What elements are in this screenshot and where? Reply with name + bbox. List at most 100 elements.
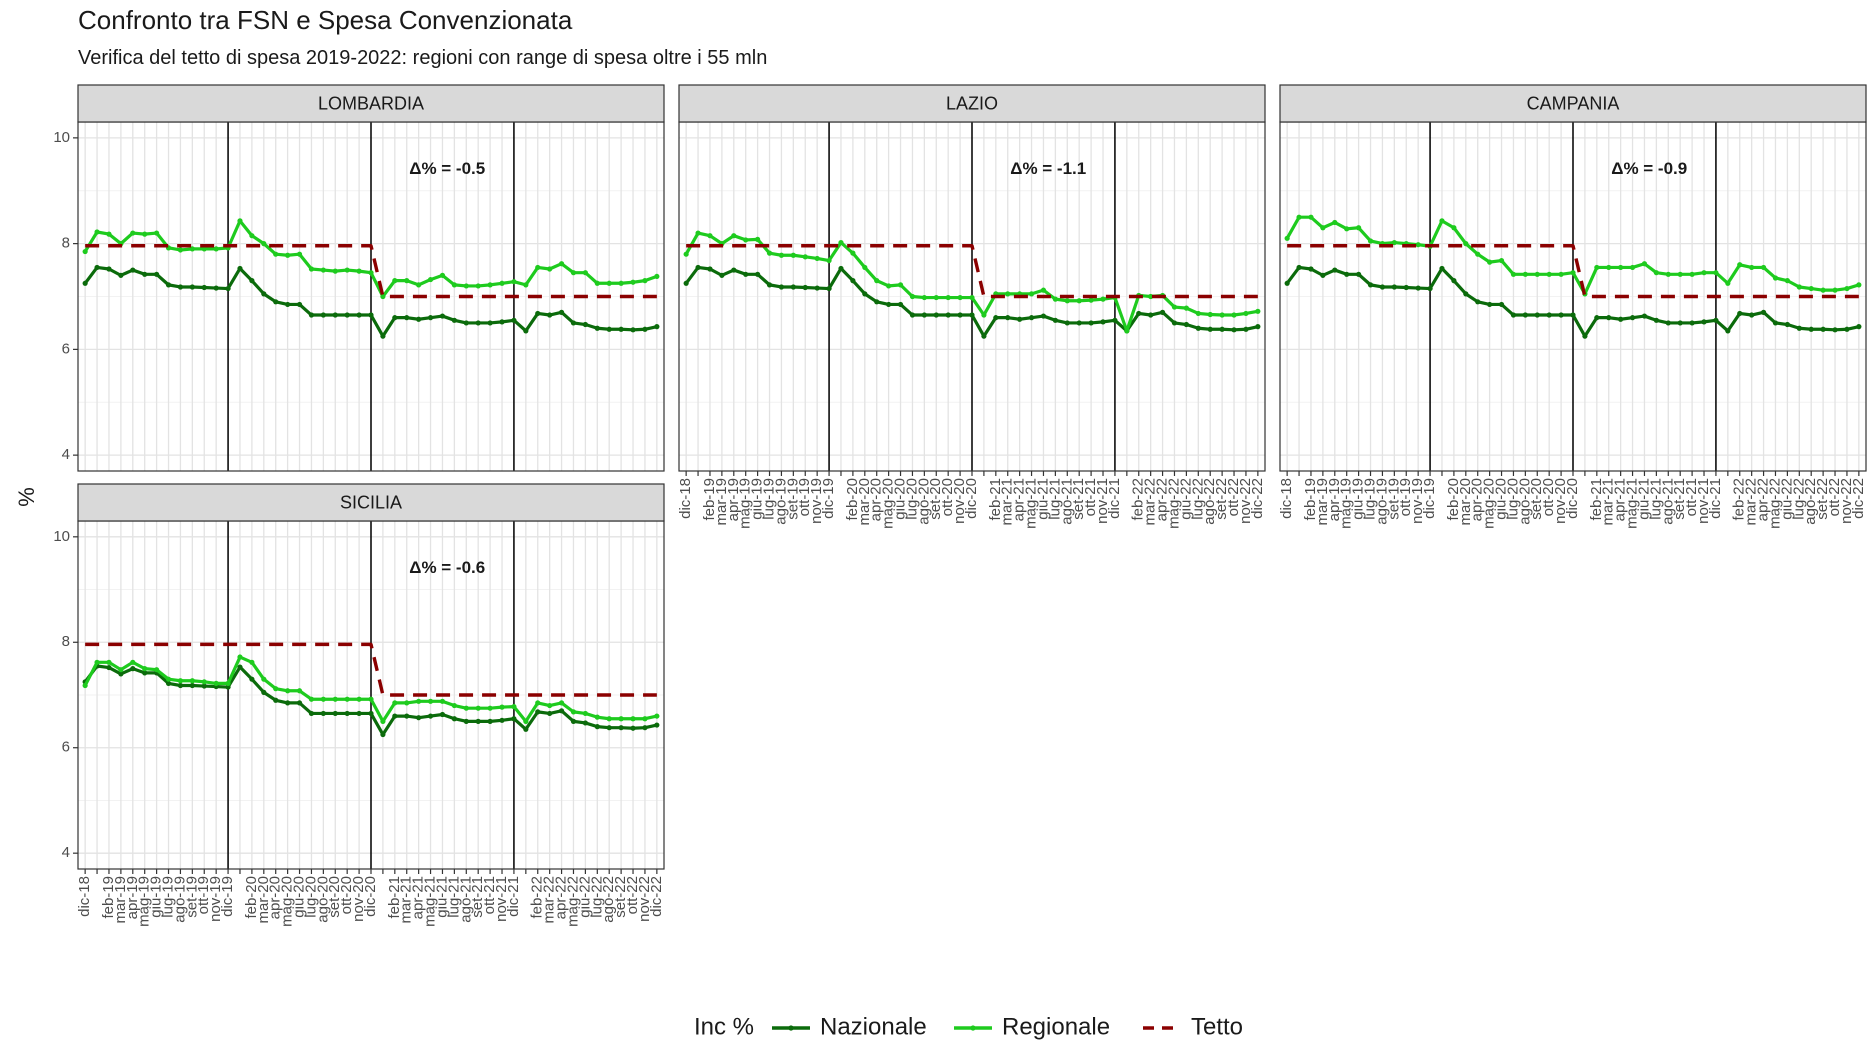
series-point <box>1195 310 1201 317</box>
x-tick-label: feb-20 <box>243 876 260 919</box>
series-point <box>1231 312 1237 318</box>
x-tick-label: mar-19 <box>1314 478 1331 526</box>
series-point <box>177 247 184 253</box>
series-point <box>1052 296 1058 302</box>
series-point <box>570 320 577 326</box>
series-point <box>332 696 338 702</box>
x-tick-label: giu-20 <box>1493 478 1510 520</box>
series-point <box>165 676 172 682</box>
series-point <box>1243 310 1249 317</box>
series-point <box>213 246 219 252</box>
x-tick-label: set-22 <box>1213 478 1230 520</box>
x-tick-label: giu-21 <box>1635 478 1652 520</box>
series-point <box>261 676 267 682</box>
series-point <box>165 282 172 288</box>
x-tick-label: feb-21 <box>1588 478 1605 521</box>
series-point <box>1856 324 1862 330</box>
series-point <box>1100 296 1106 302</box>
x-tick-label: nov-19 <box>808 478 825 524</box>
series-point <box>308 266 315 272</box>
series-point <box>130 267 136 273</box>
series-point <box>225 680 231 687</box>
series-point <box>969 294 975 301</box>
series-point <box>1487 301 1493 308</box>
series-point <box>368 696 374 702</box>
series-point <box>106 231 112 237</box>
x-tick-label: mag-21 <box>1624 478 1641 529</box>
series-point <box>487 320 493 326</box>
series-point <box>802 284 808 291</box>
x-tick-label: feb-19 <box>1302 478 1319 521</box>
series-point <box>1689 271 1695 277</box>
series-point <box>427 276 434 283</box>
series-point <box>439 711 446 718</box>
series-point <box>630 279 636 285</box>
series-point <box>142 670 148 676</box>
series-point <box>201 683 207 689</box>
series-point <box>814 255 820 262</box>
strip-label: LAZIO <box>946 93 998 113</box>
series-point <box>862 291 868 297</box>
y-tick-label: 6 <box>62 340 70 357</box>
x-tick-label: mag-22 <box>1766 478 1783 529</box>
series-point <box>511 704 517 710</box>
series-point <box>82 248 88 255</box>
series-point <box>416 715 422 721</box>
x-tick-label: set-22 <box>1814 478 1831 520</box>
series-point <box>743 271 749 277</box>
series-point <box>1808 285 1814 292</box>
series-point <box>1522 312 1528 318</box>
series-point <box>1677 320 1683 326</box>
x-tick-label: lug-21 <box>445 876 462 918</box>
series-point <box>344 710 350 717</box>
series-point <box>1510 312 1517 318</box>
x-tick-label: nov-20 <box>350 876 367 922</box>
x-tick-label: apr-19 <box>124 876 141 919</box>
series-point <box>1749 312 1755 318</box>
series-point <box>582 321 588 328</box>
x-tick-label: mag-19 <box>737 478 754 529</box>
series-point <box>142 271 148 277</box>
series-point <box>1701 270 1707 276</box>
x-tick-label: apr-19 <box>725 478 742 521</box>
x-tick-label: apr-22 <box>1755 478 1772 521</box>
series-point <box>523 726 529 732</box>
x-tick-label: giu-21 <box>1034 478 1051 520</box>
series-point <box>94 264 100 271</box>
series-point <box>683 280 689 286</box>
series-point <box>1171 320 1178 326</box>
series-point <box>1231 327 1237 333</box>
series-point <box>1088 320 1094 326</box>
series-point <box>1284 235 1290 241</box>
series-point <box>1088 297 1094 303</box>
legend-key-point <box>788 1025 794 1031</box>
x-tick-label: apr-20 <box>868 478 885 521</box>
series-point <box>1618 264 1624 271</box>
series-point <box>719 272 725 278</box>
series-point <box>1159 309 1166 315</box>
series-point <box>1344 226 1350 232</box>
series-point <box>94 659 100 665</box>
series-point <box>165 680 172 687</box>
series-point <box>1510 271 1517 277</box>
series-point <box>130 659 136 665</box>
series-point <box>225 684 231 690</box>
series-point <box>249 659 255 665</box>
series-point <box>731 267 737 273</box>
series-point <box>814 285 820 291</box>
series-point <box>392 700 398 706</box>
x-tick-label: lug-19 <box>1361 478 1378 520</box>
series-point <box>392 713 398 719</box>
x-tick-label: dic-21 <box>1106 478 1123 519</box>
x-tick-label: nov-21 <box>1695 478 1712 524</box>
legend-label: Nazionale <box>820 1013 927 1040</box>
x-tick-label: mag-20 <box>1481 478 1498 529</box>
series-point <box>118 671 124 677</box>
series-point <box>993 315 999 321</box>
x-tick-label: mar-21 <box>999 478 1016 526</box>
series-point <box>558 261 565 267</box>
x-tick-label: dic-18 <box>1278 478 1295 519</box>
x-tick-label: set-21 <box>1070 478 1087 520</box>
x-tick-label: set-21 <box>469 876 486 918</box>
